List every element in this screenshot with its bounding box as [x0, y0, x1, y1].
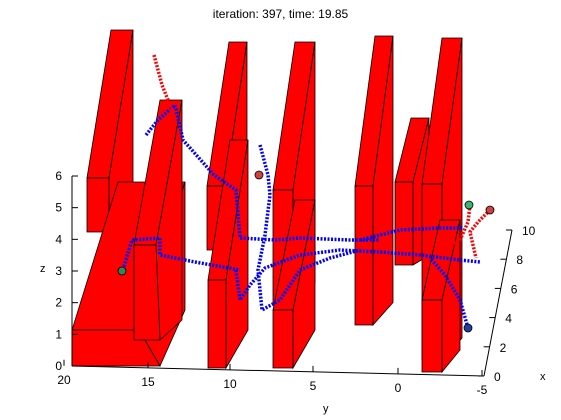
x-axis-label: x [540, 371, 546, 383]
wall-right-low-front [421, 299, 443, 373]
trajectory-2 [144, 103, 380, 242]
trajectory-5 [234, 248, 481, 302]
wall-4-front [354, 185, 374, 326]
chart-title: iteration: 397, time: 19.85 [212, 7, 349, 21]
agent-marker-3 [464, 200, 474, 210]
trajectory-6 [439, 204, 472, 252]
agent-marker-2 [254, 170, 264, 180]
z-tick-label: 4 [55, 232, 62, 246]
z-tick-label: 6 [55, 169, 62, 183]
y-tick-label: 20 [57, 373, 71, 387]
y-tick-label: 5 [310, 379, 317, 393]
z-tick-label: 5 [55, 201, 62, 215]
z-tick-label: 1 [55, 327, 62, 341]
wall-center-low-front [272, 309, 294, 369]
z-axis-label: z [40, 263, 46, 275]
z-tick-label: 2 [55, 296, 62, 310]
y-axis-line [71, 365, 485, 377]
x-tick-label: 4 [505, 312, 512, 326]
obstacle-walls [71, 29, 463, 374]
wall-front-2 [133, 99, 183, 341]
trajectory-4 [256, 144, 361, 312]
wall-mid-low-front [207, 279, 227, 369]
tick-labels: 0 1 2 3 4 5 6 20 15 10 5 0 -5 0 2 4 6 8 10 [55, 169, 535, 397]
x-tick-label: 8 [516, 253, 523, 267]
agent-markers [117, 170, 495, 333]
wall-4 [354, 35, 394, 327]
trajectory-8 [468, 208, 492, 259]
wall-mid-low [207, 139, 249, 370]
trajectories [121, 54, 492, 329]
z-tick-label: 0 [55, 359, 62, 373]
agent-marker-5 [463, 323, 473, 333]
y-tick-label: 15 [141, 375, 155, 389]
x-axis-line [483, 229, 513, 377]
wall-front-2-front [133, 244, 161, 341]
trajectory-7 [428, 256, 470, 329]
x-tick-label: 0 [494, 370, 501, 384]
y-tick-label: -5 [477, 383, 488, 397]
agent-marker-4 [485, 205, 495, 215]
wall-5-front [394, 181, 414, 266]
x-tick-label: 6 [511, 282, 518, 296]
y-tick-label: 0 [395, 381, 402, 395]
trajectory-1 [121, 236, 241, 272]
agent-marker-1 [117, 266, 127, 276]
trajectory-9 [359, 226, 462, 242]
z-tick-label: 3 [55, 264, 62, 278]
y-tick-label: 10 [223, 377, 237, 391]
x-tick-label: 2 [500, 341, 507, 355]
wall-1 [86, 29, 134, 233]
y-axis-label: y [323, 403, 329, 415]
x-tick-label: 10 [522, 224, 536, 238]
wall-center-low [272, 199, 316, 370]
